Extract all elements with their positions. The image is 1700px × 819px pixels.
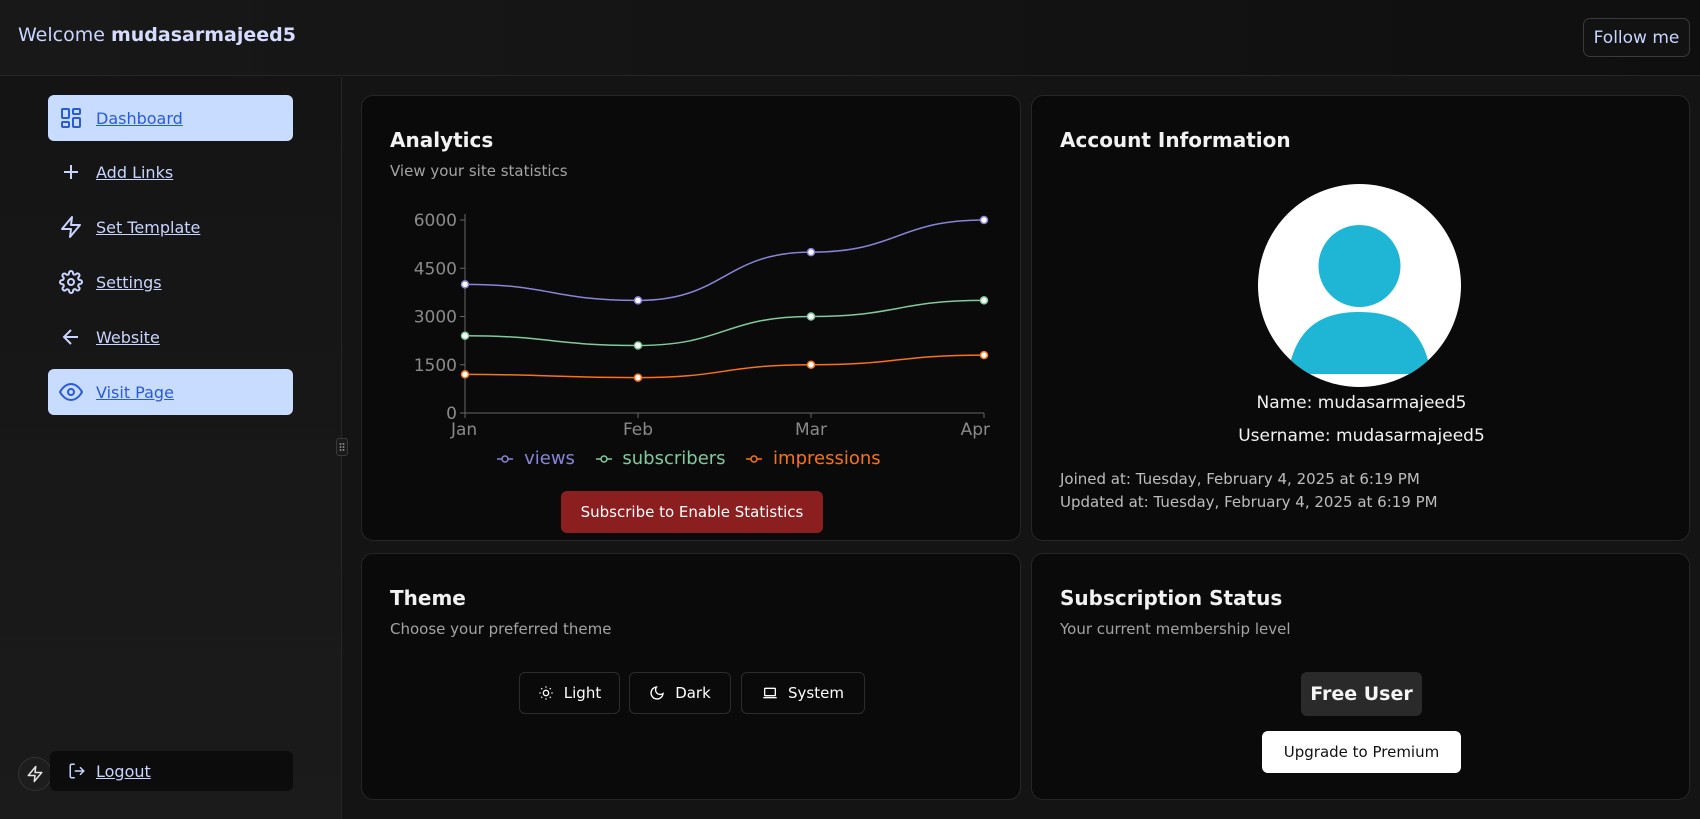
subscription-subtitle: Your current membership level (1060, 620, 1291, 638)
data-point-subscribers (460, 331, 470, 341)
account-card: Account Information Name: mudasarmajeed5… (1031, 95, 1690, 541)
x-tick-label: Feb (623, 420, 653, 440)
welcome-text: Welcome mudasarmajeed5 (18, 24, 296, 46)
data-point-subscribers (633, 341, 643, 350)
sidebar-resize-handle[interactable] (336, 438, 348, 456)
sidebar-item-settings[interactable]: Settings (48, 259, 293, 305)
data-point-subscribers (979, 296, 989, 305)
user-avatar-icon (1288, 225, 1431, 374)
y-tick-label: 6000 (414, 211, 457, 231)
theme-card: Theme Choose your preferred theme Light … (361, 553, 1021, 800)
avatar (1258, 184, 1461, 387)
theme-light-button[interactable]: Light (519, 672, 620, 714)
theme-light-label: Light (563, 684, 602, 702)
sidebar-item-website[interactable]: Website (48, 314, 293, 360)
theme-subtitle: Choose your preferred theme (390, 620, 612, 638)
data-point-impressions (460, 370, 470, 379)
logout-button[interactable]: Logout (50, 751, 293, 791)
sidebar-item-label: Visit Page (96, 382, 174, 402)
analytics-card: Analytics View your site statistics 0 150… (361, 95, 1021, 541)
sidebar-item-dashboard[interactable]: Dashboard (48, 95, 293, 141)
lightning-badge[interactable] (18, 757, 52, 791)
welcome-prefix: Welcome (18, 24, 105, 46)
account-joined-at: Joined at: Tuesday, February 4, 2025 at … (1060, 470, 1420, 488)
arrow-left-icon (58, 324, 84, 350)
lightning-icon (27, 765, 43, 783)
follow-me-button[interactable]: Follow me (1583, 18, 1690, 57)
plus-icon (58, 159, 84, 185)
sidebar-item-label: Set Template (96, 217, 201, 237)
sidebar-item-label: Dashboard (96, 108, 183, 128)
sidebar-item-set-template[interactable]: Set Template (48, 204, 293, 250)
data-point-impressions (806, 360, 816, 369)
moon-icon (650, 686, 664, 700)
chart-legend: views subscribers impressions (362, 448, 1021, 469)
analytics-line-chart: 0 1500 3000 4500 6000 Jan Feb Mar Apr (414, 211, 990, 440)
dashboard-grid-icon (58, 105, 84, 131)
y-tick-label: 4500 (414, 259, 457, 279)
subscribe-stats-button[interactable]: Subscribe to Enable Statistics (561, 491, 823, 533)
data-point-impressions (633, 373, 643, 382)
y-tick-label: 1500 (414, 356, 457, 376)
subscription-card: Subscription Status Your current members… (1031, 553, 1690, 800)
sun-icon (539, 686, 553, 700)
legend-subscribers: subscribers (595, 448, 737, 469)
series-line-subscribers (464, 299, 985, 347)
account-username: Username: mudasarmajeed5 (1238, 426, 1485, 446)
data-point-impressions (979, 350, 989, 360)
theme-title: Theme (390, 586, 466, 610)
x-tick-label: Jan (450, 420, 477, 440)
sidebar-item-add-links[interactable]: Add Links (48, 149, 293, 195)
sidebar-item-label: Add Links (96, 162, 174, 182)
data-point-views (633, 296, 643, 305)
lightning-icon (58, 214, 84, 240)
legend-impressions: impressions (746, 448, 885, 469)
upgrade-premium-button[interactable]: Upgrade to Premium (1262, 731, 1461, 773)
legend-views-marker (497, 455, 514, 463)
legend-impressions-marker (746, 455, 763, 463)
legend-subscribers-marker (595, 455, 612, 463)
legend-subscribers-label: subscribers (622, 448, 726, 469)
top-bar: Welcome mudasarmajeed5 Follow me (0, 0, 1700, 76)
account-updated-at: Updated at: Tuesday, February 4, 2025 at… (1060, 493, 1438, 511)
analytics-subtitle: View your site statistics (390, 162, 568, 180)
data-point-views (460, 280, 470, 289)
logout-label: Logout (96, 761, 151, 781)
drag-dots-icon (339, 443, 345, 451)
legend-views-label: views (524, 448, 575, 469)
sidebar-item-visit-page[interactable]: Visit Page (48, 369, 293, 415)
laptop-icon (763, 687, 777, 699)
welcome-username: mudasarmajeed5 (110, 24, 296, 46)
y-tick-label: 0 (446, 404, 457, 424)
series-line-impressions (464, 354, 985, 379)
series-line-views (464, 219, 985, 302)
sidebar-item-label: Website (96, 327, 160, 347)
theme-system-button[interactable]: System (741, 672, 865, 714)
membership-status-badge: Free User (1301, 672, 1422, 716)
account-name: Name: mudasarmajeed5 (1256, 393, 1467, 413)
x-tick-label: Apr (961, 420, 990, 440)
theme-dark-button[interactable]: Dark (629, 672, 731, 714)
subscription-title: Subscription Status (1060, 586, 1283, 610)
data-point-views (806, 247, 816, 257)
y-tick-label: 3000 (414, 308, 457, 328)
analytics-title: Analytics (390, 128, 494, 152)
theme-system-label: System (788, 684, 844, 702)
account-title: Account Information (1060, 128, 1291, 152)
eye-icon (58, 379, 84, 405)
theme-dark-label: Dark (675, 684, 711, 702)
gear-icon (58, 269, 84, 295)
x-tick-label: Mar (795, 420, 827, 440)
sidebar: Dashboard Add Links Set Template Setting… (0, 77, 342, 819)
legend-impressions-label: impressions (773, 448, 881, 469)
sidebar-item-label: Settings (96, 272, 162, 292)
data-point-views (979, 215, 989, 225)
logout-icon (69, 763, 85, 779)
data-point-subscribers (806, 312, 816, 321)
legend-views: views (497, 448, 585, 469)
